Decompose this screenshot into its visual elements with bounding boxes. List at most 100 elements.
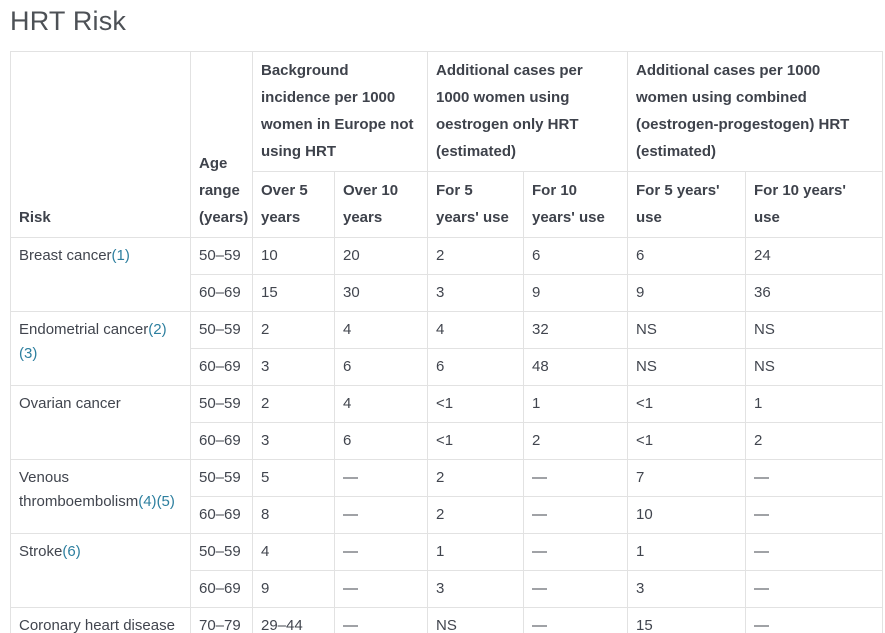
- table-row: Coronary heart disease(7)(8) 70–79 29–44…: [10, 607, 883, 633]
- age-cell: 50–59: [190, 533, 253, 571]
- value-cell: 2: [427, 459, 524, 497]
- value-cell: 48: [523, 348, 628, 386]
- value-cell: 2: [427, 237, 524, 275]
- value-cell: —: [745, 570, 883, 608]
- value-cell: 6: [334, 348, 428, 386]
- value-cell: 2: [427, 496, 524, 534]
- table-header: Risk Age range (years) Background incide…: [10, 51, 883, 238]
- value-cell: NS: [745, 348, 883, 386]
- subcolumn-header-over-5-years: Over 5 years: [252, 171, 335, 238]
- header-sub-row: Over 5 years Over 10 years For 5 years' …: [11, 171, 883, 238]
- footnote-link[interactable]: (3): [19, 345, 38, 362]
- subcolumn-header-over-10-years: Over 10 years: [334, 171, 428, 238]
- value-cell: —: [745, 533, 883, 571]
- age-cell: 60–69: [190, 422, 253, 460]
- value-cell: —: [523, 496, 628, 534]
- value-cell: 10: [252, 237, 335, 275]
- value-cell: 3: [627, 570, 746, 608]
- risk-label: Ovarian cancer: [19, 395, 121, 412]
- value-cell: —: [334, 570, 428, 608]
- value-cell: —: [334, 496, 428, 534]
- subcolumn-header-combined-5-years: For 5 years' use: [627, 171, 746, 238]
- column-header-age-range: Age range (years): [190, 51, 253, 238]
- value-cell: 15: [252, 274, 335, 312]
- table-row: 60–69 15 30 3 9 9 36: [11, 274, 883, 312]
- value-cell: 9: [627, 274, 746, 312]
- value-cell: <1: [627, 385, 746, 423]
- value-cell: —: [745, 496, 883, 534]
- subcolumn-header-oestrogen-10-years: For 10 years' use: [523, 171, 628, 238]
- value-cell: 24: [745, 237, 883, 275]
- risk-label: Stroke: [19, 543, 63, 560]
- value-cell: <1: [627, 422, 746, 460]
- value-cell: 32: [523, 311, 628, 349]
- value-cell: 36: [745, 274, 883, 312]
- footnote-link[interactable]: (5): [156, 493, 175, 510]
- value-cell: 1: [627, 533, 746, 571]
- risk-label: Breast cancer: [19, 247, 112, 264]
- value-cell: 1: [427, 533, 524, 571]
- table-row: 60–69 3 6 6 48 NS NS: [11, 348, 883, 386]
- age-cell: 50–59: [190, 459, 253, 497]
- value-cell: 6: [523, 237, 628, 275]
- value-cell: 20: [334, 237, 428, 275]
- value-cell: —: [523, 570, 628, 608]
- risk-cell-venous-thromboembolism: Venous thromboembolism(4)(5): [10, 459, 191, 534]
- header-group-row: Risk Age range (years) Background incide…: [10, 51, 883, 238]
- table-row: Stroke(6) 50–59 4 — 1 — 1 —: [10, 533, 883, 608]
- value-cell: 4: [252, 533, 335, 571]
- subcolumn-header-combined-10-years: For 10 years' use: [745, 171, 883, 238]
- value-cell: NS: [627, 348, 746, 386]
- table-row: Endometrial cancer(2)(3) 50–59 2 4 4 32 …: [10, 311, 883, 386]
- value-cell: 3: [427, 274, 524, 312]
- age-cell: 60–69: [190, 274, 253, 312]
- risk-cell-ovarian-cancer: Ovarian cancer: [10, 385, 191, 460]
- age-cell: 60–69: [190, 496, 253, 534]
- value-cell: 2: [252, 311, 335, 349]
- value-cell: 29–44: [252, 607, 335, 633]
- value-cell: 6: [427, 348, 524, 386]
- value-cell: 1: [523, 385, 628, 423]
- value-cell: 7: [627, 459, 746, 497]
- value-cell: <1: [427, 385, 524, 423]
- value-cell: 9: [523, 274, 628, 312]
- table-row: Ovarian cancer 50–59 2 4 <1 1 <1 1: [10, 385, 883, 460]
- value-cell: 3: [252, 422, 335, 460]
- risk-label: Venous thromboembolism: [19, 469, 139, 510]
- risk-cell-breast-cancer: Breast cancer(1): [10, 237, 191, 312]
- footnote-link[interactable]: (6): [62, 543, 81, 560]
- value-cell: 15: [627, 607, 746, 633]
- risk-label: Coronary heart disease: [19, 617, 175, 633]
- column-group-oestrogen-only: Additional cases per 1000 women using oe…: [427, 51, 628, 172]
- value-cell: —: [523, 607, 628, 633]
- value-cell: —: [745, 607, 883, 633]
- column-group-combined-hrt: Additional cases per 1000 women using co…: [627, 51, 883, 172]
- value-cell: 2: [745, 422, 883, 460]
- risk-cell-endometrial-cancer: Endometrial cancer(2) (3): [10, 311, 191, 386]
- value-cell: NS: [427, 607, 524, 633]
- value-cell: 3: [252, 348, 335, 386]
- age-cell: 50–59: [190, 237, 253, 275]
- footnote-link[interactable]: (1): [111, 247, 130, 264]
- value-cell: 6: [334, 422, 428, 460]
- value-cell: —: [745, 459, 883, 497]
- value-cell: 4: [334, 385, 428, 423]
- value-cell: —: [523, 533, 628, 571]
- hrt-risk-table: Risk Age range (years) Background incide…: [10, 51, 883, 633]
- value-cell: 2: [523, 422, 628, 460]
- value-cell: 30: [334, 274, 428, 312]
- value-cell: 4: [334, 311, 428, 349]
- value-cell: —: [334, 607, 428, 633]
- value-cell: 4: [427, 311, 524, 349]
- page-title: HRT Risk: [10, 6, 127, 36]
- value-cell: 8: [252, 496, 335, 534]
- risk-cell-coronary-heart-disease: Coronary heart disease(7)(8): [10, 607, 191, 633]
- value-cell: —: [523, 459, 628, 497]
- value-cell: 6: [627, 237, 746, 275]
- column-group-background-incidence: Background incidence per 1000 women in E…: [252, 51, 428, 172]
- footnote-link[interactable]: (2): [148, 321, 167, 338]
- footnote-link[interactable]: (4): [138, 493, 157, 510]
- value-cell: 5: [252, 459, 335, 497]
- table-row: Breast cancer(1) 50–59 10 20 2 6 6 24: [10, 237, 883, 312]
- value-cell: NS: [627, 311, 746, 349]
